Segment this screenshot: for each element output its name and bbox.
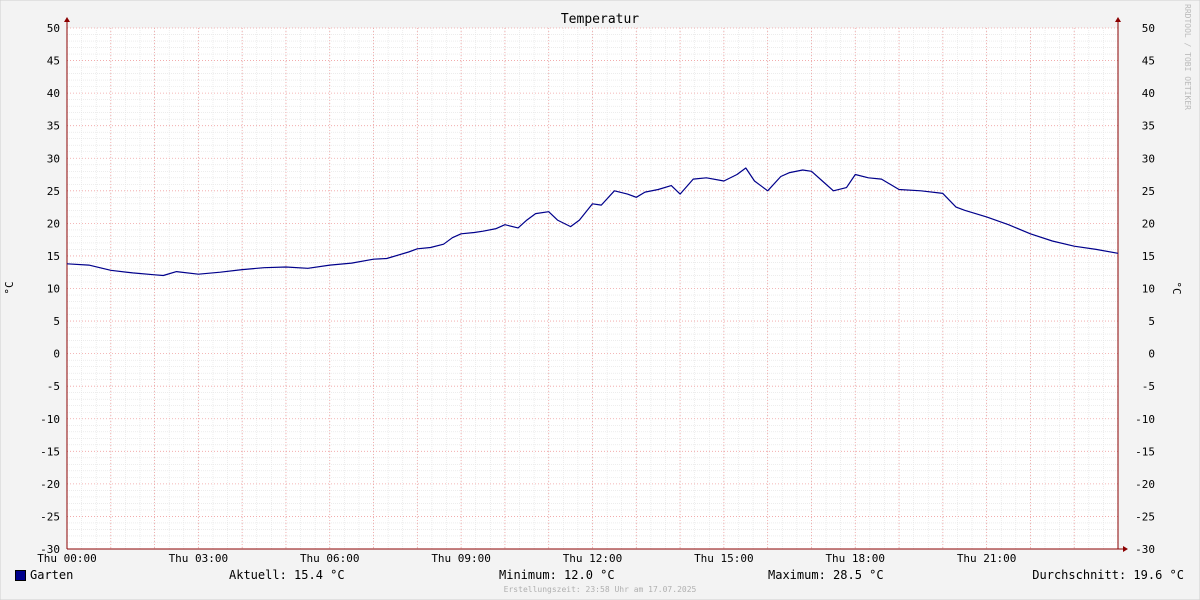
y-tick-label-left: -25 [40, 510, 60, 523]
x-tick-label: Thu 03:00 [169, 552, 229, 565]
legend-maximum: Maximum: 28.5 °C [768, 568, 884, 582]
y-tick-label-left: 45 [47, 55, 60, 68]
y-tick-label-right: 15 [1142, 250, 1155, 263]
x-tick-label: Thu 18:00 [825, 552, 885, 565]
y-tick-label-right: 0 [1148, 348, 1155, 361]
y-tick-label-right: 40 [1142, 87, 1155, 100]
series-layer [66, 167, 1119, 277]
y-tick-label-right: -5 [1142, 380, 1155, 393]
y-tick-label-left: -20 [40, 478, 60, 491]
x-tick-label: Thu 00:00 [37, 552, 97, 565]
y-tick-label-right: 30 [1142, 152, 1155, 165]
y-axis-label-left: °C [3, 281, 16, 294]
y-tick-label-left: 20 [47, 217, 60, 230]
legend-average: Durchschnitt: 19.6 °C [1032, 568, 1184, 582]
y-tick-label-left: 50 [47, 22, 60, 35]
y-tick-label-right: -10 [1135, 413, 1155, 426]
y-axis-left-arrow [64, 17, 70, 22]
series-line-garten [66, 167, 1119, 277]
x-axis-arrow [1123, 546, 1128, 552]
legend-minimum: Minimum: 12.0 °C [499, 568, 615, 582]
y-tick-label-right: 10 [1142, 283, 1155, 296]
x-tick-label: Thu 09:00 [431, 552, 491, 565]
y-tick-label-right: 50 [1142, 22, 1155, 35]
y-tick-label-right: -15 [1135, 445, 1155, 458]
x-tick-label: Thu 21:00 [957, 552, 1017, 565]
y-tick-label-right: 45 [1142, 55, 1155, 68]
watermark: RRDTOOL / TOBI OETIKER [1183, 4, 1192, 110]
legend-current: Aktuell: 15.4 °C [229, 568, 345, 582]
y-tick-label-left: 5 [53, 315, 60, 328]
y-tick-label-left: -15 [40, 445, 60, 458]
y-tick-label-left: -5 [47, 380, 60, 393]
y-tick-label-left: 10 [47, 283, 60, 296]
y-axis-label-right: °C [1170, 281, 1183, 294]
y-tick-label-right: 20 [1142, 217, 1155, 230]
x-tick-label: Thu 06:00 [300, 552, 360, 565]
y-tick-label-right: 35 [1142, 120, 1155, 133]
x-tick-label: Thu 12:00 [563, 552, 623, 565]
y-tick-label-left: 15 [47, 250, 60, 263]
x-tick-label: Thu 15:00 [694, 552, 754, 565]
y-tick-label-left: -10 [40, 413, 60, 426]
legend-series-label: Garten [30, 568, 74, 582]
y-tick-label-right: -30 [1135, 543, 1155, 556]
grid [66, 27, 1119, 550]
y-tick-label-left: 40 [47, 87, 60, 100]
y-tick-label-left: 25 [47, 185, 60, 198]
y-tick-label-left: 30 [47, 152, 60, 165]
y-tick-label-right: -20 [1135, 478, 1155, 491]
y-tick-label-left: -30 [40, 543, 60, 556]
axes [64, 17, 1128, 552]
y-axis-right-arrow [1115, 17, 1121, 22]
chart-title: Temperatur [561, 12, 639, 27]
y-tick-label-right: -25 [1135, 510, 1155, 523]
y-tick-label-right: 25 [1142, 185, 1155, 198]
y-tick-label-right: 5 [1148, 315, 1155, 328]
creation-time-footer: Erstellungszeit: 23:58 Uhr am 17.07.2025 [503, 585, 697, 594]
y-tick-label-left: 0 [53, 348, 60, 361]
y-tick-label-left: 35 [47, 120, 60, 133]
legend-swatch-garten [15, 570, 26, 581]
